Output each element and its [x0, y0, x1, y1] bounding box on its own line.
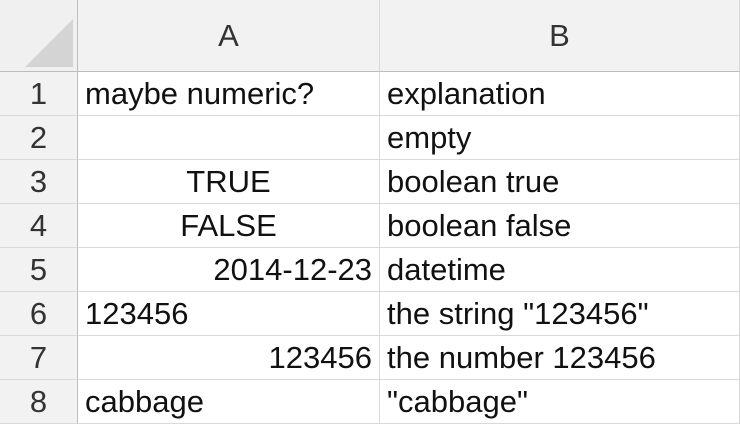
column-header-b[interactable]: B: [380, 0, 740, 72]
row-header[interactable]: 8: [0, 380, 78, 424]
cell-a8[interactable]: cabbage: [78, 380, 380, 424]
cell-b1[interactable]: explanation: [380, 72, 740, 116]
cell-a4[interactable]: FALSE: [78, 204, 380, 248]
row-header[interactable]: 1: [0, 72, 78, 116]
column-header-a[interactable]: A: [78, 0, 380, 72]
cell-b2[interactable]: empty: [380, 116, 740, 160]
cell-a5[interactable]: 2014-12-23: [78, 248, 380, 292]
cell-b7[interactable]: the number 123456: [380, 336, 740, 380]
row-header[interactable]: 6: [0, 292, 78, 336]
row-header[interactable]: 5: [0, 248, 78, 292]
cell-b3[interactable]: boolean true: [380, 160, 740, 204]
cell-a7[interactable]: 123456: [78, 336, 380, 380]
row-header[interactable]: 7: [0, 336, 78, 380]
cell-a6[interactable]: 123456: [78, 292, 380, 336]
select-all-icon: [25, 19, 73, 67]
cell-a3[interactable]: TRUE: [78, 160, 380, 204]
select-all-corner[interactable]: [0, 0, 78, 72]
row-header[interactable]: 2: [0, 116, 78, 160]
row-header[interactable]: 4: [0, 204, 78, 248]
cell-b8[interactable]: "cabbage": [380, 380, 740, 424]
cell-a1[interactable]: maybe numeric?: [78, 72, 380, 116]
cell-b6[interactable]: the string "123456": [380, 292, 740, 336]
cell-b5[interactable]: datetime: [380, 248, 740, 292]
row-header[interactable]: 3: [0, 160, 78, 204]
cell-a2[interactable]: [78, 116, 380, 160]
cell-b4[interactable]: boolean false: [380, 204, 740, 248]
